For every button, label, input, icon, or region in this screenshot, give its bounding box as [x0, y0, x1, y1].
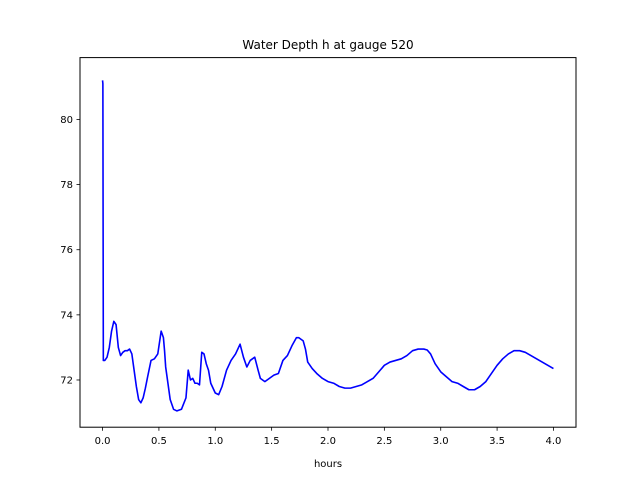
series-layer — [101, 80, 554, 412]
y-tick-label: 78 — [60, 180, 73, 191]
y-tick-label: 76 — [60, 245, 73, 256]
x-tick-label: 2.0 — [320, 436, 336, 447]
x-tick-label: 3.5 — [489, 436, 505, 447]
y-axis: 72 74 76 78 80 — [60, 115, 80, 386]
x-axis: 0.0 0.5 1.0 1.5 2.0 2.5 3.0 3.5 4.0 — [95, 427, 562, 447]
x-tick-label: 1.0 — [207, 436, 223, 447]
x-axis-label: hours — [314, 459, 342, 470]
x-tick-label: 0.0 — [95, 436, 111, 447]
x-tick-label: 2.5 — [376, 436, 392, 447]
y-tick-label: 80 — [60, 115, 73, 126]
y-tick-label: 72 — [60, 375, 73, 386]
y-tick-label: 74 — [60, 310, 73, 321]
x-tick-label: 0.5 — [151, 436, 167, 447]
series-line — [101, 80, 554, 412]
x-tick-label: 4.0 — [546, 436, 562, 447]
chart-title: Water Depth h at gauge 520 — [242, 38, 413, 52]
x-tick-label: 1.5 — [264, 436, 280, 447]
x-tick-label: 3.0 — [433, 436, 449, 447]
